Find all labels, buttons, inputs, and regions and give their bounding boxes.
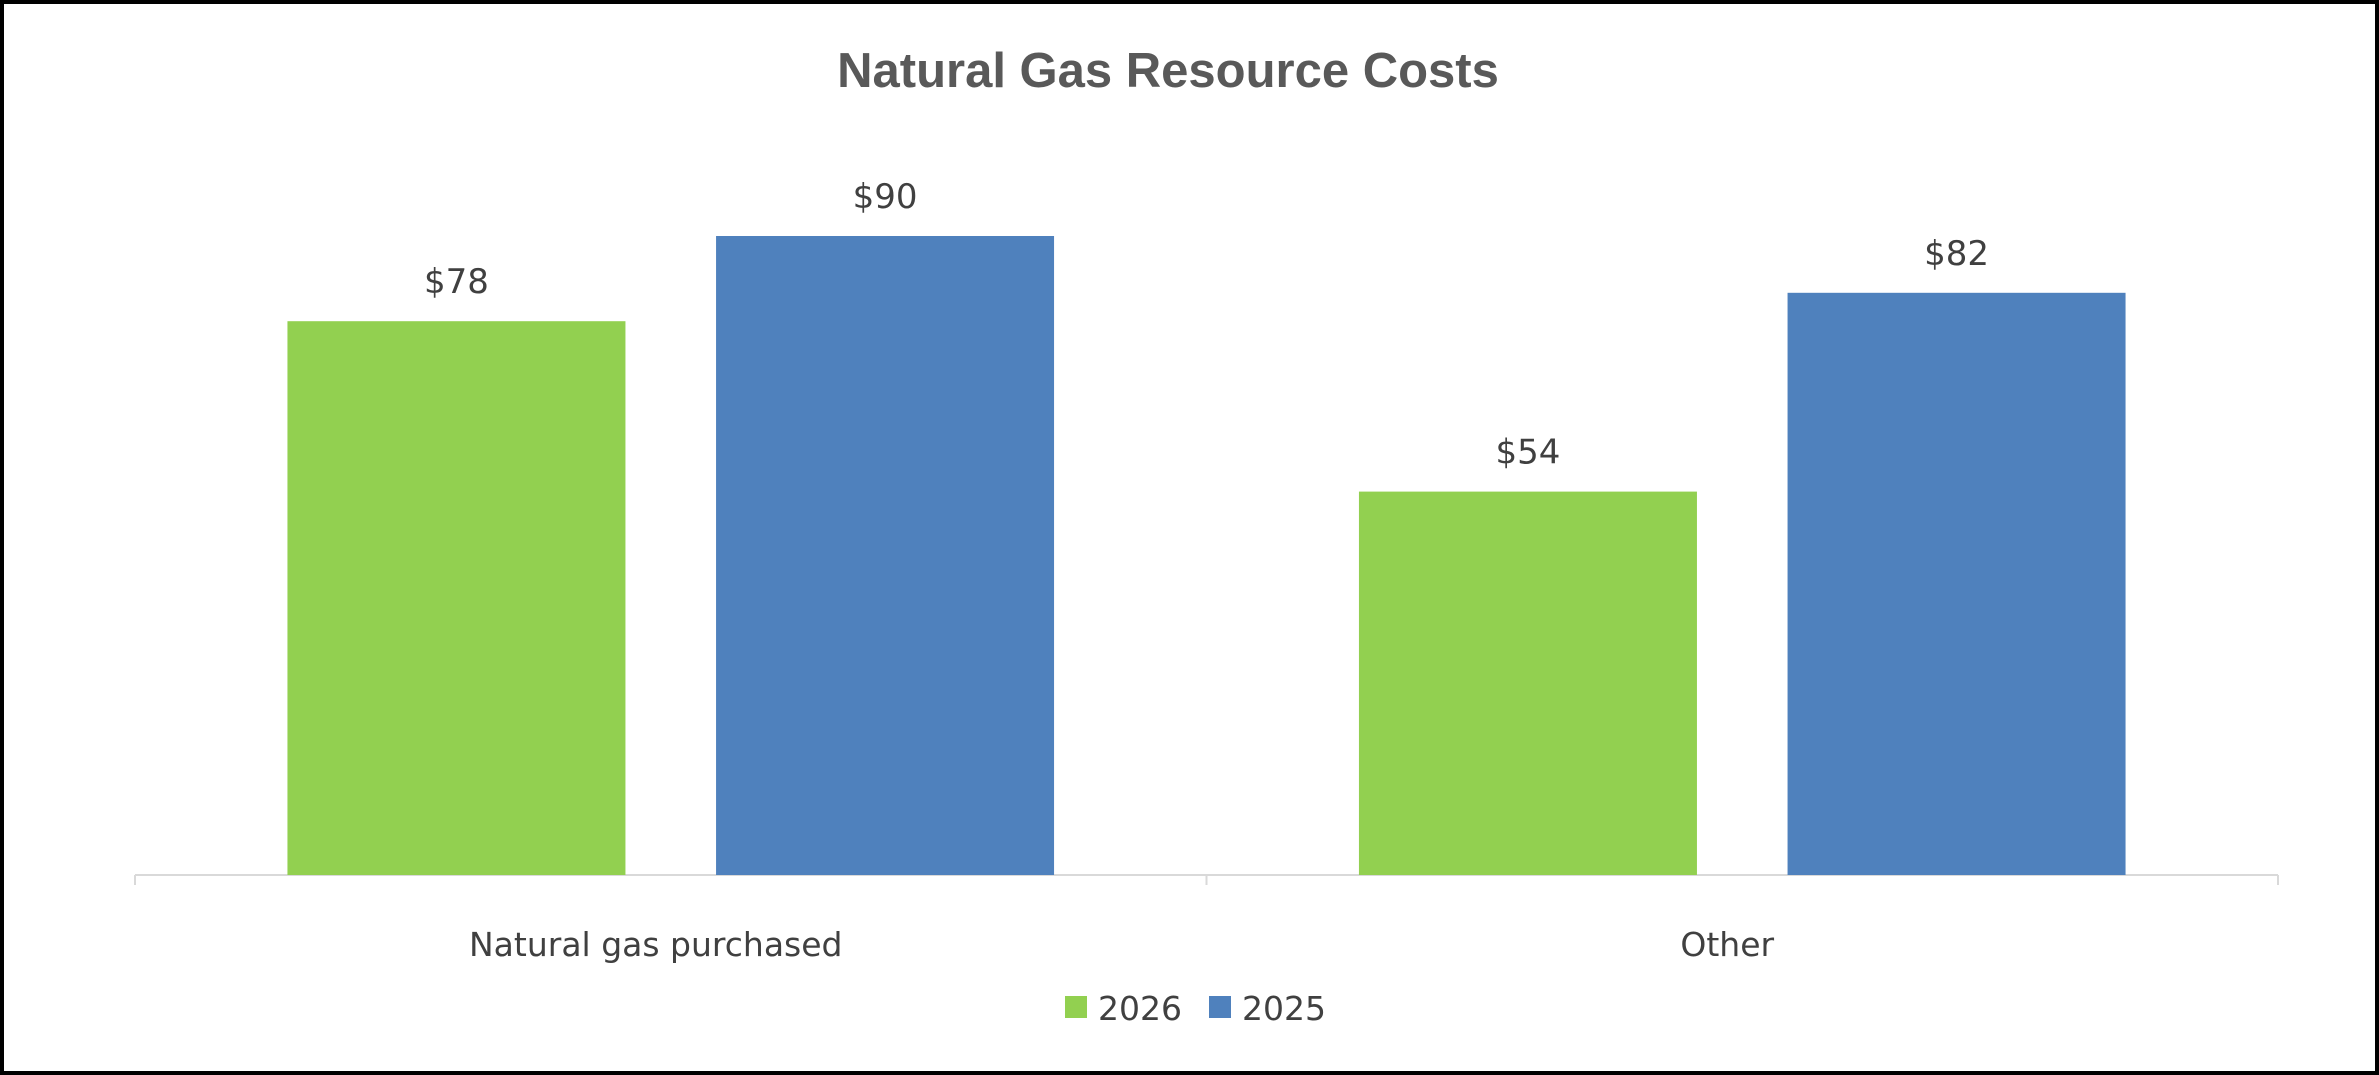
category-tick-label: Other [1680, 925, 1774, 964]
bar-2025-natural-gas-purchased [716, 236, 1055, 875]
chart-title: Natural Gas Resource Costs [837, 44, 1499, 98]
bar-2026-other [1358, 491, 1697, 875]
legend-swatch-2025 [1209, 996, 1231, 1018]
bar-2025-other [1787, 292, 2126, 875]
legend-label-2026: 2026 [1098, 989, 1182, 1028]
data-label: $82 [1924, 234, 1989, 274]
data-label: $54 [1495, 433, 1560, 473]
data-label: $78 [424, 262, 489, 302]
legend-swatch-2026 [1065, 996, 1087, 1018]
legend-label-2025: 2025 [1242, 989, 1326, 1028]
bar-2026-natural-gas-purchased [287, 321, 626, 875]
category-tick-label: Natural gas purchased [469, 925, 843, 964]
data-label: $90 [853, 177, 918, 217]
